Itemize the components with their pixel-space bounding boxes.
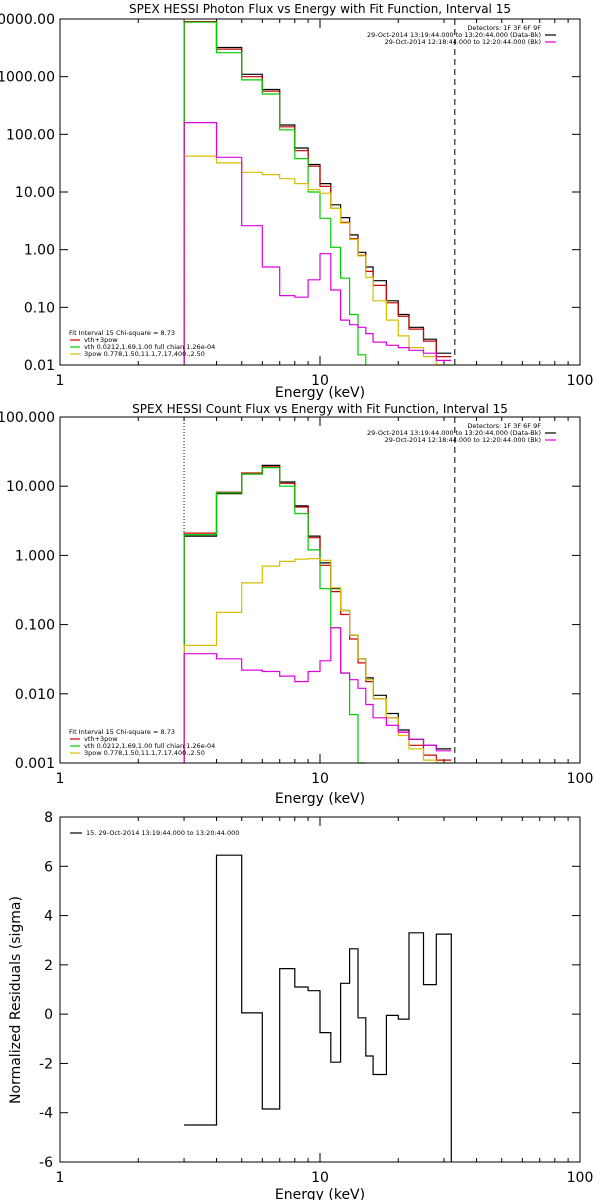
photon-x-tick-10: 10 — [311, 373, 329, 389]
series-3pow — [184, 559, 451, 763]
y-tick-label: -6 — [39, 1155, 53, 1171]
count-flux-xlabel: Energy (keV) — [275, 791, 365, 807]
y-tick-label: 2 — [44, 958, 53, 974]
series-3pow — [184, 156, 451, 365]
y-tick-label: 0.001 — [15, 756, 55, 772]
y-tick-label: 0 — [44, 1007, 53, 1023]
count-legend-bk: 29-Oct-2014 12:18:44.000 to 12:20:44.000… — [385, 436, 541, 444]
count-legend-3pow: 3pow 0.778,1.50,11.1,7.17,400.,2.50 — [84, 749, 205, 757]
count-flux-panel: SPEX HESSI Count Flux vs Energy with Fit… — [0, 402, 593, 807]
residuals-x-tick-100: 100 — [567, 1170, 594, 1186]
y-tick-label: 10.000 — [6, 479, 55, 495]
photon-legend-3pow: 3pow 0.778,1.50,11.1,7.17,400.,2.50 — [84, 350, 205, 358]
residuals-panel: Energy (keV) Normalized Residuals (sigma… — [8, 810, 593, 1200]
series-data-bk — [184, 465, 451, 763]
spex-plot-canvas: SPEX HESSI Photon Flux vs Energy with Fi… — [0, 0, 600, 1200]
residuals-x-tick-1: 1 — [56, 1170, 65, 1186]
y-tick-label: 0000.00 — [0, 12, 55, 28]
y-tick-label: -4 — [39, 1106, 53, 1122]
series-vth — [184, 468, 366, 763]
y-tick-label: 100.00 — [6, 127, 55, 143]
count-x-tick-1: 1 — [56, 771, 65, 787]
count-x-tick-10: 10 — [311, 771, 329, 787]
residuals-ylabel: Normalized Residuals (sigma) — [8, 896, 24, 1104]
photon-x-tick-100: 100 — [567, 373, 594, 389]
residuals-xlabel: Energy (keV) — [275, 1187, 365, 1200]
series-vth-3pow — [184, 467, 451, 763]
series-vth-3pow — [184, 22, 451, 365]
residuals-plot-frame — [60, 817, 580, 1162]
y-tick-label: 0.01 — [24, 358, 55, 374]
y-tick-label: 10.00 — [15, 185, 55, 201]
y-tick-label: -2 — [39, 1056, 53, 1072]
y-tick-label: 0.100 — [15, 618, 55, 634]
y-tick-label: 100.000 — [0, 410, 55, 426]
series-bk — [184, 628, 451, 763]
photon-x-tick-1: 1 — [56, 373, 65, 389]
series-15-29-oct-2014-13-19-44-000-to-13-20-44-000 — [184, 855, 451, 1162]
y-tick-label: 0.10 — [24, 300, 55, 316]
y-tick-label: 6 — [44, 859, 53, 875]
residuals-x-tick-10: 10 — [311, 1170, 329, 1186]
photon-legend-bk: 29-Oct-2014 12:18:44.000 to 12:20:44.000… — [385, 38, 541, 46]
y-tick-label: 0.010 — [15, 687, 55, 703]
y-tick-label: 8 — [44, 810, 53, 826]
count-x-tick-100: 100 — [567, 771, 594, 787]
photon-flux-panel: SPEX HESSI Photon Flux vs Energy with Fi… — [0, 2, 593, 401]
y-tick-label: 4 — [44, 909, 53, 925]
count-flux-plot-frame — [60, 417, 580, 763]
residuals-legend-label: 15. 29-Oct-2014 13:19:44.000 to 13:20:44… — [86, 829, 239, 837]
y-tick-label: 1000.00 — [0, 70, 55, 86]
y-tick-label: 1.000 — [15, 548, 55, 564]
y-tick-label: 1.00 — [24, 243, 55, 259]
photon-flux-title: SPEX HESSI Photon Flux vs Energy with Fi… — [129, 2, 511, 16]
series-vth — [184, 22, 366, 365]
count-flux-title: SPEX HESSI Count Flux vs Energy with Fit… — [132, 402, 508, 416]
series-data-bk — [184, 22, 451, 365]
